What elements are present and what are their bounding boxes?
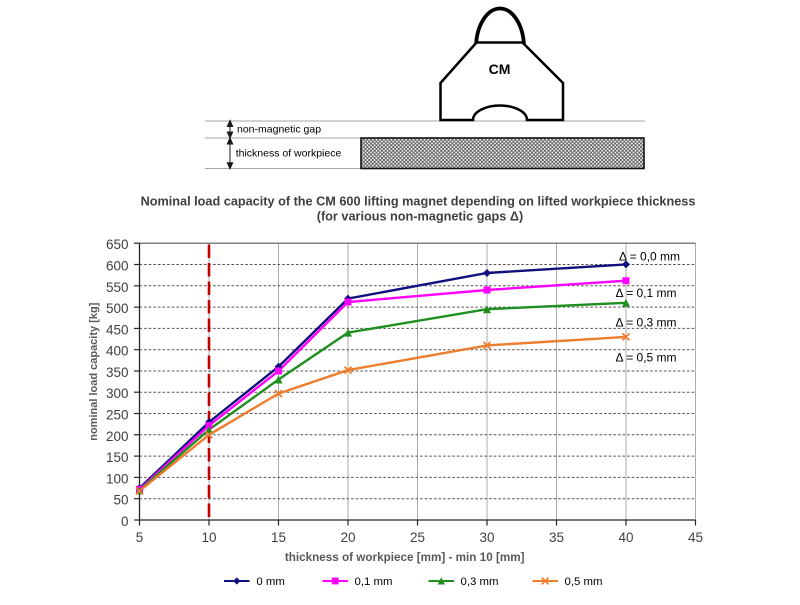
svg-text:50: 50 [113, 493, 128, 508]
svg-text:300: 300 [106, 386, 129, 401]
svg-text:550: 550 [106, 280, 129, 295]
svg-text:thickness of workpiece: thickness of workpiece [236, 147, 342, 159]
svg-text:nominal load capacity [kg]: nominal load capacity [kg] [88, 302, 100, 440]
svg-text:0,5 mm: 0,5 mm [565, 576, 603, 588]
svg-text:35: 35 [549, 530, 564, 545]
svg-text:non-magnetic gap: non-magnetic gap [237, 124, 321, 136]
svg-text:Δ = 0,1 mm: Δ = 0,1 mm [616, 286, 677, 300]
svg-text:10: 10 [201, 530, 216, 545]
svg-text:40: 40 [618, 530, 633, 545]
svg-text:0,3 mm: 0,3 mm [461, 576, 499, 588]
svg-text:450: 450 [106, 322, 129, 337]
svg-text:5: 5 [136, 530, 144, 545]
svg-text:100: 100 [106, 471, 129, 486]
svg-text:150: 150 [106, 450, 129, 465]
svg-text:30: 30 [479, 530, 494, 545]
svg-text:45: 45 [688, 530, 703, 545]
svg-text:0,1 mm: 0,1 mm [355, 576, 393, 588]
svg-text:15: 15 [271, 530, 286, 545]
svg-text:Δ = 0,5 mm: Δ = 0,5 mm [616, 350, 677, 364]
svg-text:650: 650 [106, 237, 129, 252]
svg-text:200: 200 [106, 429, 129, 444]
svg-text:(for various non-magnetic gaps: (for various non-magnetic gaps Δ) [317, 210, 524, 224]
svg-text:Nominal load capacity of the C: Nominal load capacity of the CM 600 lift… [141, 195, 696, 209]
svg-text:400: 400 [106, 344, 129, 359]
svg-text:350: 350 [106, 365, 129, 380]
svg-text:CM: CM [489, 61, 511, 77]
svg-text:20: 20 [340, 530, 355, 545]
svg-text:250: 250 [106, 408, 129, 423]
svg-text:thickness of workpiece [mm] -: thickness of workpiece [mm] - min 10 [mm… [285, 551, 525, 564]
svg-text:600: 600 [106, 259, 129, 274]
svg-text:500: 500 [106, 301, 129, 316]
svg-text:25: 25 [410, 530, 425, 545]
svg-text:0: 0 [121, 514, 129, 529]
svg-text:0 mm: 0 mm [256, 576, 284, 588]
svg-text:Δ = 0,3 mm: Δ = 0,3 mm [616, 315, 677, 329]
svg-text:Δ = 0,0 mm: Δ = 0,0 mm [619, 249, 680, 263]
